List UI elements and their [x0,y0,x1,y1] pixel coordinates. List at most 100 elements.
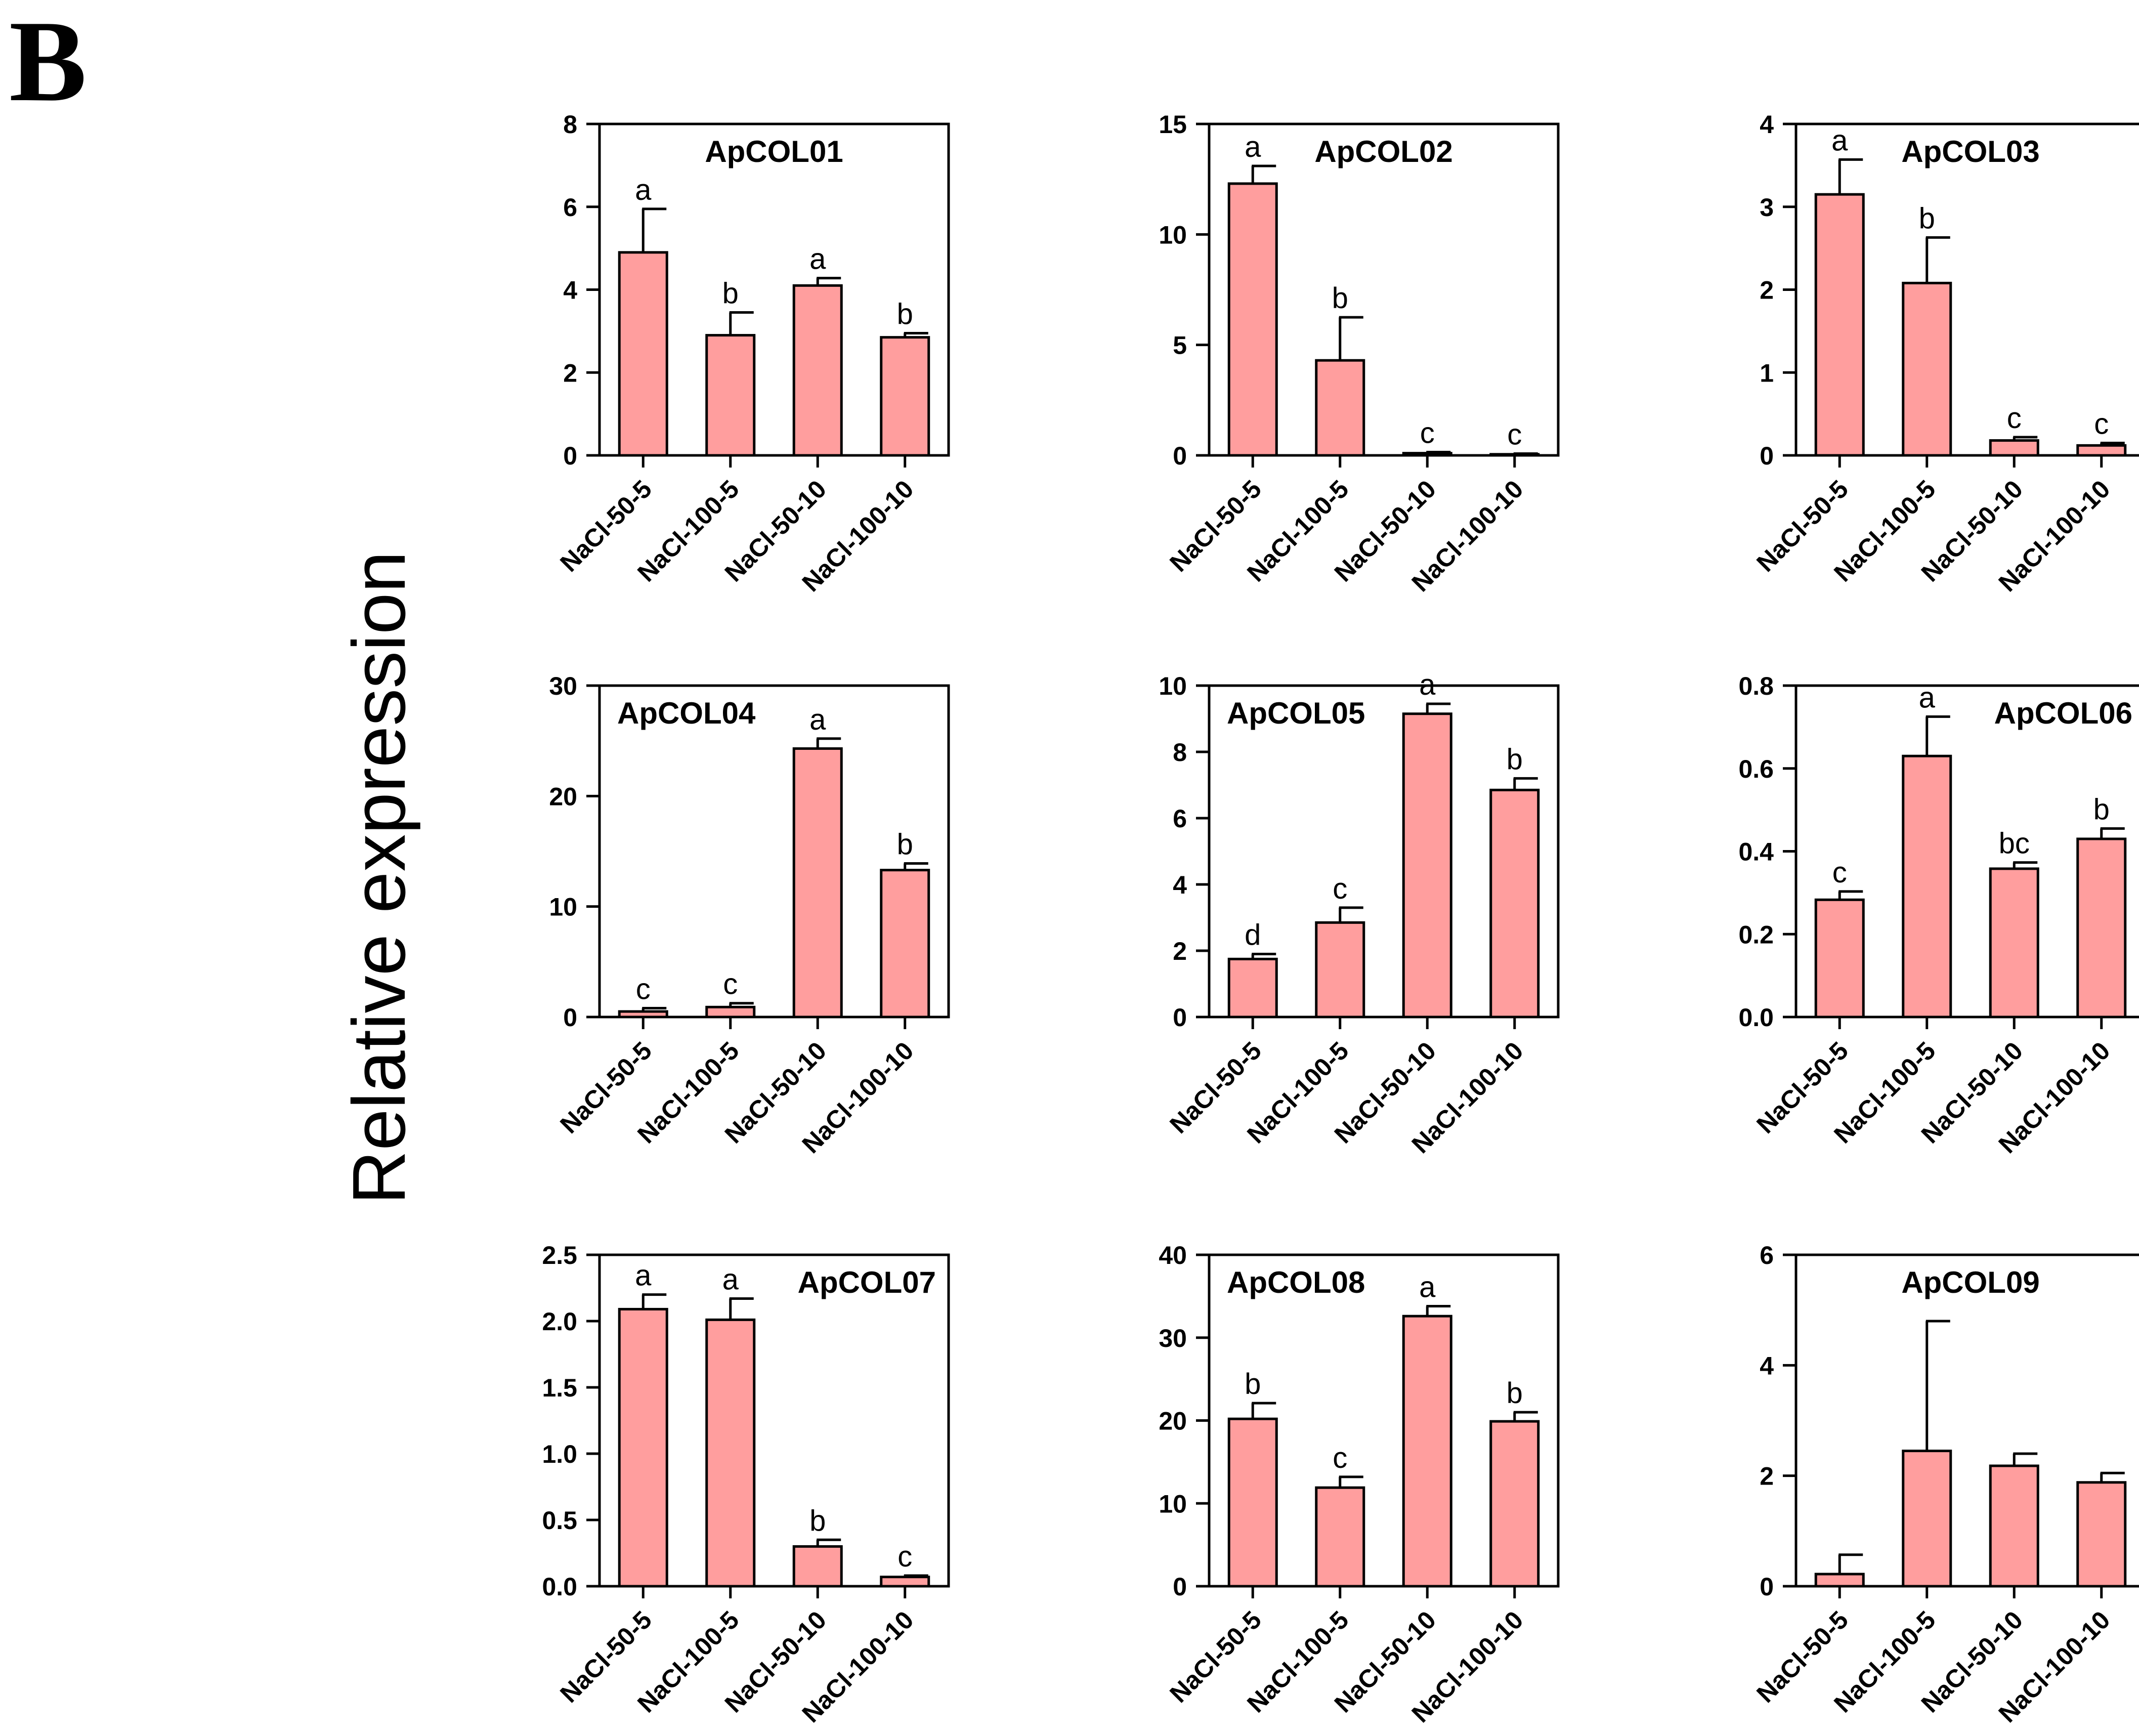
y-tick-label: 3 [1760,193,1774,222]
plot-frame [598,684,950,1019]
significance-letter: a [635,174,652,206]
chart-apcol09: NaCl-50-5NaCl-100-5NaCl-50-10NaCl-100-10… [1751,1241,2139,1728]
significance-letter: b [1919,202,1935,235]
significance-letter: a [1245,131,1261,163]
y-tick-label: 2 [563,359,577,387]
bar [1402,712,1452,1019]
y-tick-label: 10 [549,893,577,921]
significance-letter: b [722,277,739,310]
y-tick-label: 2 [1760,276,1774,305]
y-tick-label: 0 [1760,442,1774,470]
y-tick-label: 0.5 [542,1506,577,1535]
bar [1489,1420,1540,1588]
significance-letter: a [635,1259,652,1292]
y-tick-label: 2 [1173,937,1187,965]
significance-letter: c [1420,416,1435,449]
significance-letter: c [2094,407,2109,440]
significance-letter: c [897,1540,912,1573]
significance-letter: c [636,973,651,1006]
chart-title: ApCOL06 [1994,696,2132,730]
bar [1989,867,2039,1019]
bar [1814,193,1865,457]
y-tick-label: 10 [1159,1490,1187,1518]
chart-apcol05: dNaCl-50-5cNaCl-100-5aNaCl-50-10bNaCl-10… [1159,668,1560,1159]
bar [1902,281,1952,457]
significance-letter: bc [1999,827,2030,860]
significance-letter: a [722,1263,739,1296]
chart-apcol06: cNaCl-50-5aNaCl-100-5bcNaCl-50-10bNaCl-1… [1738,672,2139,1159]
significance-letter: b [1245,1368,1261,1401]
bar [618,1307,668,1588]
bar [1227,182,1278,457]
y-tick-label: 2 [1760,1462,1774,1491]
y-tick-label: 40 [1159,1241,1187,1269]
bar [1315,1486,1365,1588]
y-tick-label: 2.5 [542,1241,577,1269]
bar [1315,359,1365,457]
plot-frame [1208,122,1560,457]
y-tick-label: 10 [1159,221,1187,249]
y-tick-label: 30 [549,672,577,700]
bar [1814,1573,1865,1588]
y-tick-label: 4 [1173,871,1187,899]
y-tick-label: 0.8 [1738,672,1774,700]
chart-apcol08: bNaCl-50-5cNaCl-100-5aNaCl-50-10bNaCl-10… [1159,1241,1560,1728]
significance-letter: b [809,1504,826,1537]
y-tick-label: 20 [1159,1407,1187,1435]
chart-apcol04: cNaCl-50-5cNaCl-100-5aNaCl-50-10bNaCl-10… [549,672,950,1159]
y-tick-label: 0.0 [1738,1003,1774,1032]
y-tick-label: 0.2 [1738,920,1774,949]
y-tick-label: 0 [1173,442,1187,470]
plot-frame [1208,684,1560,1019]
chart-title: ApCOL03 [1901,135,2039,168]
chart-apcol01: aNaCl-50-5bNaCl-100-5aNaCl-50-10bNaCl-10… [554,110,950,597]
significance-letter: c [1832,856,1847,889]
y-tick-label: 0 [1173,1573,1187,1601]
y-tick-label: 4 [563,276,577,305]
y-tick-label: 0 [563,442,577,470]
chart-apcol03: aNaCl-50-5bNaCl-100-5cNaCl-50-10cNaCl-10… [1751,110,2139,597]
bar [1989,439,2039,457]
y-tick-label: 1 [1760,359,1774,387]
y-tick-label: 20 [549,782,577,811]
significance-letter: c [2007,402,2022,435]
bar [792,747,843,1019]
y-tick-label: 4 [1760,1351,1774,1380]
chart-apcol02: aNaCl-50-5bNaCl-100-5cNaCl-50-10cNaCl-10… [1159,110,1560,597]
y-tick-label: 0.0 [542,1573,577,1601]
significance-letter: b [2093,793,2110,826]
plot-frame [598,1253,950,1588]
bar [1227,957,1278,1019]
bar [792,1545,843,1588]
bar [1902,754,1952,1019]
bar [1902,1450,1952,1588]
bar [705,1005,756,1019]
chart-apcol07: aNaCl-50-5aNaCl-100-5bNaCl-50-10cNaCl-10… [542,1241,950,1728]
chart-title: ApCOL07 [798,1265,936,1299]
chart-title: ApCOL08 [1227,1265,1365,1299]
bar [1989,1464,2039,1588]
bar [880,1576,930,1588]
bar [1227,1417,1278,1588]
y-tick-label: 10 [1159,672,1187,700]
bar [705,1318,756,1588]
significance-letter: a [809,243,826,276]
plot-frame [1794,1253,2139,1588]
panel-label: B [9,0,87,125]
y-tick-label: 0 [1173,1003,1187,1032]
y-tick-label: 0.4 [1738,838,1774,866]
significance-letter: b [1507,1377,1523,1410]
y-tick-label: 5 [1173,331,1187,360]
y-tick-label: 15 [1159,110,1187,139]
y-tick-label: 0.6 [1738,755,1774,783]
chart-title: ApCOL02 [1314,135,1452,168]
significance-letter: a [809,703,826,736]
significance-letter: a [1419,1271,1436,1304]
significance-letter: c [1333,1442,1347,1474]
bar [2076,1481,2127,1588]
bar [880,336,930,457]
bar [1489,788,1540,1019]
significance-letter: c [1333,872,1347,905]
bar [618,251,668,457]
